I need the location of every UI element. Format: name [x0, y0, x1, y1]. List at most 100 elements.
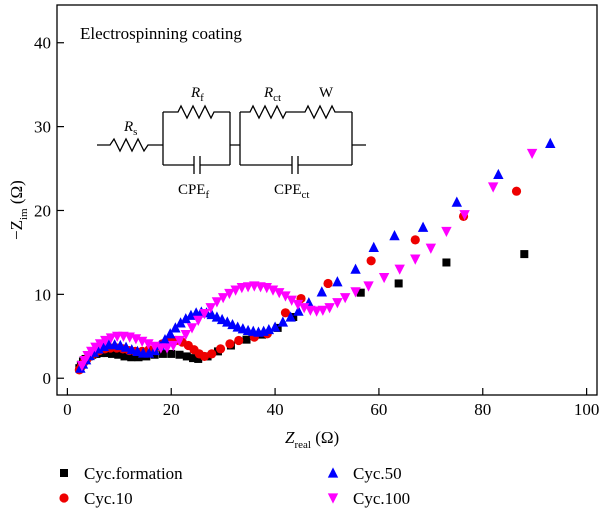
x-tick-label: 20 — [163, 400, 180, 419]
data-point — [520, 250, 529, 259]
data-point — [217, 293, 229, 304]
data-point — [158, 349, 167, 358]
legend-marker — [327, 493, 339, 504]
data-point — [366, 256, 376, 266]
data-point — [292, 299, 304, 311]
data-point — [324, 303, 335, 314]
data-point — [526, 148, 538, 160]
label-rct: Rct — [263, 85, 281, 104]
data-point — [459, 210, 470, 221]
x-tick-label: 60 — [370, 400, 387, 419]
data-point — [417, 221, 429, 232]
data-point — [451, 196, 463, 207]
data-point — [161, 343, 173, 354]
data-point — [199, 351, 210, 362]
legend-label: Cyc.100 — [353, 489, 410, 508]
data-point — [389, 230, 400, 241]
data-point — [230, 285, 241, 296]
data-point — [356, 288, 365, 297]
data-point — [126, 344, 137, 355]
data-point — [394, 279, 403, 288]
data-point — [115, 339, 126, 351]
legend-marker — [327, 467, 339, 478]
data-point — [225, 339, 235, 349]
data-point — [100, 335, 111, 347]
data-point — [175, 350, 184, 359]
data-point — [167, 349, 176, 358]
data-point — [332, 276, 343, 287]
data-point — [189, 354, 198, 363]
data-point — [205, 303, 216, 314]
data-point — [425, 243, 437, 254]
box-ct — [239, 104, 366, 174]
data-point — [94, 339, 106, 350]
data-point — [363, 281, 374, 292]
data-point — [186, 323, 198, 334]
x-tick-label: 80 — [474, 400, 491, 419]
data-point — [114, 350, 123, 359]
data-point — [211, 297, 223, 308]
data-point — [182, 352, 191, 361]
data-point — [174, 335, 185, 347]
data-point — [280, 291, 291, 302]
y-tick-label: 10 — [34, 285, 51, 304]
data-point — [164, 328, 176, 339]
data-point — [286, 295, 297, 306]
box-f — [162, 104, 240, 174]
data-point — [132, 345, 143, 356]
y-axis-label: −Zim (Ω) — [7, 180, 30, 240]
data-point — [207, 349, 217, 359]
label-cpef: CPEf — [178, 182, 210, 201]
data-point — [368, 241, 379, 252]
data-point — [269, 321, 281, 332]
x-axis-label: Zreal (Ω) — [285, 428, 339, 451]
data-point — [242, 335, 251, 344]
label-cpect: CPEct — [274, 182, 309, 201]
data-point — [511, 186, 522, 196]
data-point — [410, 254, 421, 265]
y-tick-label: 30 — [34, 118, 51, 137]
data-point — [293, 305, 304, 316]
data-point — [493, 168, 504, 180]
equivalent-circuit: Rs Rf Rct W CPEf CPEct — [97, 85, 366, 201]
x-tick-label: 0 — [63, 400, 72, 419]
data-point — [175, 317, 186, 328]
data-point — [242, 282, 254, 293]
legend-marker — [59, 493, 69, 503]
legend-label: Cyc.10 — [84, 489, 133, 508]
data-point — [339, 293, 351, 304]
data-point — [274, 288, 285, 299]
data-point — [180, 313, 191, 324]
data-point — [394, 264, 405, 275]
data-point — [277, 316, 289, 327]
data-point — [285, 311, 296, 322]
data-point — [442, 258, 451, 267]
y-tick-label: 40 — [34, 34, 51, 53]
data-point — [120, 341, 132, 352]
data-point — [332, 298, 343, 309]
data-point — [120, 352, 129, 361]
data-point — [159, 334, 171, 345]
label-rf: Rf — [190, 85, 204, 104]
data-point — [441, 226, 452, 238]
data-point — [108, 349, 117, 358]
data-point — [168, 340, 179, 352]
data-point — [410, 235, 420, 245]
legend-label: Cyc.formation — [84, 464, 183, 483]
data-point — [199, 309, 210, 320]
data-point — [311, 306, 322, 317]
legend-marker — [60, 469, 68, 477]
data-point — [280, 308, 291, 318]
data-point — [224, 288, 235, 300]
data-point — [194, 354, 203, 363]
legend-label: Cyc.50 — [353, 464, 402, 483]
y-tick-label: 20 — [34, 201, 51, 220]
x-tick-label: 100 — [574, 400, 600, 419]
plot-frame — [56, 4, 598, 396]
x-tick-label: 40 — [267, 400, 284, 419]
data-point — [127, 353, 136, 362]
annotation: Electrospinning coating — [80, 24, 242, 43]
data-point — [323, 278, 333, 289]
data-point — [487, 182, 499, 193]
